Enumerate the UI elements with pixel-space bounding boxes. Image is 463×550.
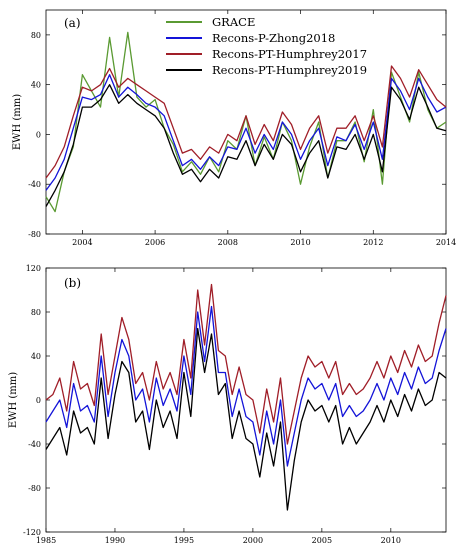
y-tick-label: 0 <box>36 130 41 139</box>
x-tick-label: 2010 <box>381 536 401 545</box>
panel-label-b: (b) <box>64 276 81 290</box>
x-tick-label: 2008 <box>218 238 238 247</box>
series-a <box>45 31 447 213</box>
x-tick-label: 2005 <box>312 536 332 545</box>
series-line-b-recons-pt-humphrey2017 <box>45 283 447 445</box>
y-tick-label: 40 <box>31 81 41 90</box>
y-tick-label: -80 <box>28 484 41 493</box>
y-axis-title-a: EWH (mm) <box>12 94 23 150</box>
series-b <box>45 283 447 511</box>
panel-b: 1985 1990 1995 2000 2005 2010 -120 -80 -40 0 40 80 1… <box>8 264 447 545</box>
x-tick-label: 1990 <box>105 536 125 545</box>
y-tick-label: 0 <box>36 396 41 405</box>
x-tick-label: 2010 <box>290 238 310 247</box>
series-line-b-recons-p-zhong2018 <box>45 305 447 467</box>
x-tick-label: 2006 <box>145 238 165 247</box>
series-line-b-recons-pt-humphrey2019 <box>45 327 447 511</box>
y-tick-label: -120 <box>23 528 41 537</box>
x-tick-label: 1995 <box>174 536 194 545</box>
legend-label-zhong2018: Recons-P-Zhong2018 <box>212 31 335 45</box>
y-tick-label: 120 <box>26 264 41 273</box>
legend-label-humphrey2019: Recons-PT-Humphrey2019 <box>212 63 367 77</box>
legend: GRACE Recons-P-Zhong2018 Recons-PT-Humph… <box>166 15 367 77</box>
y-tick-label: 40 <box>31 352 41 361</box>
y-tick-label: 80 <box>31 308 41 317</box>
series-line-a-recons-pt-humphrey2017 <box>45 65 447 179</box>
x-tick-label: 2012 <box>363 238 383 247</box>
x-tick-label: 2000 <box>243 536 263 545</box>
x-tick-label: 2014 <box>436 238 456 247</box>
legend-label-grace: GRACE <box>212 15 255 29</box>
x-tick-label: 1985 <box>36 536 56 545</box>
y-axis-title-b: EWH (mm) <box>8 372 19 428</box>
y-tick-label: -80 <box>28 230 41 239</box>
panel-label-a: (a) <box>64 16 81 30</box>
series-line-a-recons-pt-humphrey2019 <box>45 84 447 207</box>
x-tick-label: 2004 <box>72 238 92 247</box>
y-tick-label: -40 <box>28 180 41 189</box>
legend-label-humphrey2017: Recons-PT-Humphrey2017 <box>212 47 367 61</box>
ticks-b: 1985 1990 1995 2000 2005 2010 -120 -80 -40 0 40 80 1… <box>23 264 446 545</box>
y-tick-label: -40 <box>28 440 41 449</box>
series-line-a-recons-p-zhong2018 <box>45 74 447 191</box>
y-tick-label: 80 <box>31 31 41 40</box>
ticks-a: 2004 2006 2008 2010 2012 2014 -80 -40 0 40 80 <box>28 10 456 247</box>
